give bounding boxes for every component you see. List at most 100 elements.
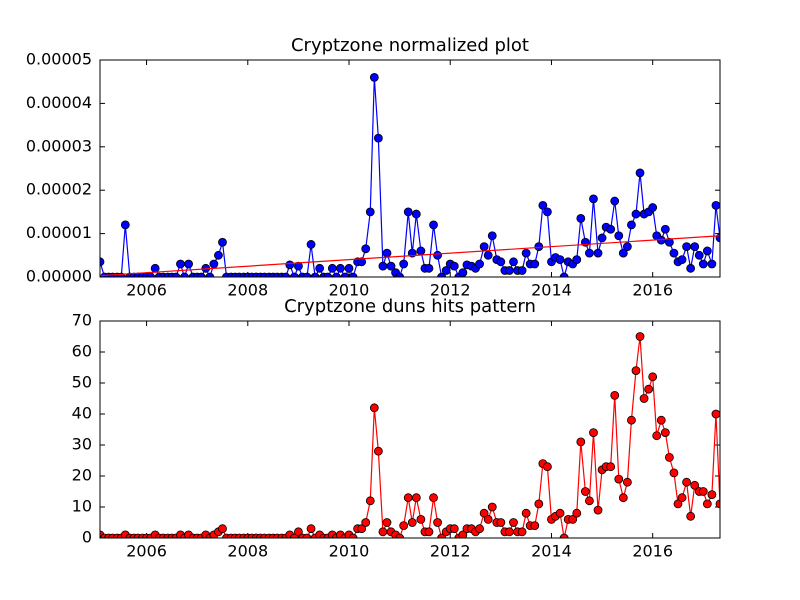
marker <box>576 214 586 223</box>
x-tick-label: 2008 <box>227 281 268 300</box>
marker <box>403 493 413 503</box>
marker <box>433 250 442 260</box>
marker <box>593 248 603 258</box>
y-tick-label: 0.00000 <box>26 267 92 286</box>
marker <box>171 272 181 277</box>
marker <box>660 224 670 234</box>
y-tick-label: 60 <box>72 342 92 361</box>
y-tick-label: 0 <box>82 528 92 547</box>
y-tick-label: 0.00005 <box>26 50 92 69</box>
marker <box>214 250 223 260</box>
marker <box>517 266 527 275</box>
marker <box>543 207 552 217</box>
y-tick-label: 50 <box>72 373 92 392</box>
marker <box>184 259 193 269</box>
marker <box>209 259 219 269</box>
marker <box>610 390 620 400</box>
marker <box>627 220 636 230</box>
marker <box>348 272 358 277</box>
marker <box>686 511 696 521</box>
marker <box>293 261 303 271</box>
marker <box>205 272 215 277</box>
marker <box>627 415 636 425</box>
marker <box>441 266 451 275</box>
marker <box>395 272 405 277</box>
marker <box>530 259 540 269</box>
axes-frame <box>99 320 721 539</box>
marker <box>610 196 620 206</box>
marker <box>479 242 489 252</box>
y-tick-label: 40 <box>72 404 92 423</box>
marker <box>622 242 632 252</box>
marker <box>416 246 426 256</box>
marker <box>656 415 666 425</box>
marker <box>403 207 413 217</box>
marker <box>479 508 489 518</box>
marker <box>395 533 405 538</box>
marker <box>407 518 417 527</box>
x-tick-label: 2016 <box>632 281 673 300</box>
marker <box>521 248 531 258</box>
marker <box>281 272 291 277</box>
marker <box>686 263 696 273</box>
marker <box>682 477 691 487</box>
marker <box>639 394 649 403</box>
y-tick-label: 0.00001 <box>26 223 92 242</box>
marker <box>677 255 687 265</box>
marker <box>433 518 442 527</box>
marker <box>585 496 594 506</box>
marker <box>597 233 607 243</box>
marker <box>100 257 105 267</box>
marker <box>715 499 720 509</box>
marker <box>429 220 438 230</box>
y-tick-label: 0.00003 <box>26 136 92 155</box>
marker <box>530 521 540 530</box>
marker <box>614 231 624 241</box>
marker <box>707 259 717 269</box>
marker <box>323 272 333 277</box>
marker <box>449 524 459 534</box>
marker <box>496 518 506 527</box>
marker <box>576 437 586 447</box>
marker <box>218 524 227 534</box>
marker <box>348 533 358 538</box>
marker <box>517 527 527 537</box>
marker <box>673 499 683 509</box>
marker <box>382 518 392 527</box>
marker <box>386 261 396 271</box>
marker <box>285 260 295 270</box>
marker <box>361 244 371 254</box>
marker <box>399 521 409 530</box>
marker <box>449 261 459 271</box>
marker <box>218 237 227 247</box>
marker <box>487 502 497 512</box>
y-tick-label: 70 <box>72 311 92 330</box>
chart-title: Cryptzone normalized plot <box>291 35 529 56</box>
y-tick-label: 30 <box>72 435 92 454</box>
x-tick-label: 2010 <box>329 542 370 561</box>
x-tick-label: 2012 <box>430 542 471 561</box>
marker <box>664 452 674 462</box>
marker <box>572 508 582 518</box>
x-tick-label: 2014 <box>531 281 572 300</box>
marker <box>702 499 712 509</box>
marker <box>538 200 548 210</box>
marker <box>618 493 628 503</box>
marker <box>382 248 392 258</box>
marker <box>336 263 345 273</box>
marker <box>534 242 544 252</box>
marker <box>411 209 421 219</box>
marker <box>572 255 582 265</box>
marker <box>711 200 720 210</box>
marker <box>631 366 641 376</box>
marker <box>702 246 712 256</box>
marker <box>694 250 704 260</box>
marker <box>593 505 603 515</box>
marker <box>483 515 493 524</box>
marker <box>669 248 679 258</box>
marker <box>289 272 299 277</box>
marker <box>176 259 185 269</box>
marker <box>509 518 518 527</box>
